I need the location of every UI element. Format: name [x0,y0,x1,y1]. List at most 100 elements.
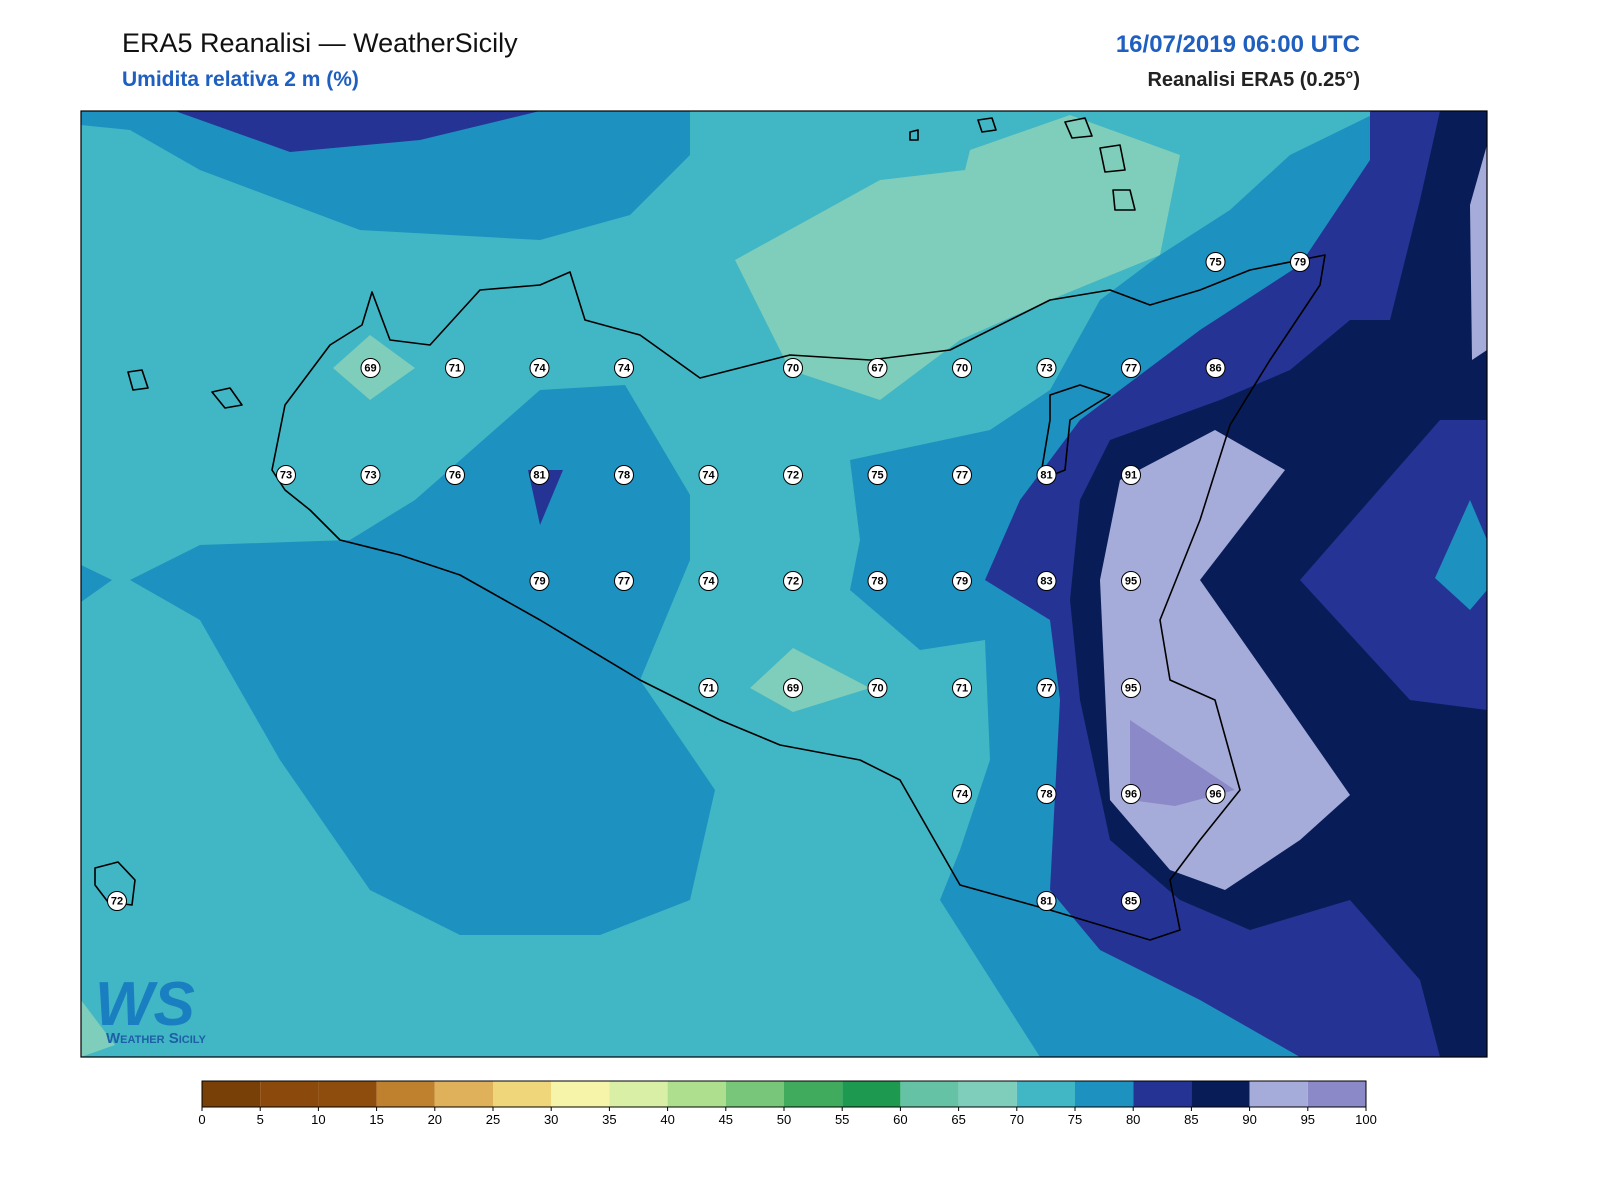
station-value: 70 [787,363,799,375]
colorbar-tick-label: 50 [777,1112,791,1127]
station-marker [867,571,888,591]
station-value: 74 [702,576,715,588]
station-marker [1121,678,1141,698]
station-value: 75 [1209,257,1221,269]
station-marker [867,358,888,378]
station-marker [360,358,381,378]
map-frame [80,110,1488,1058]
station-value: 73 [364,470,376,482]
colorbar-tick-label: 0 [198,1112,205,1127]
colorbar-bin [900,1081,959,1107]
station-value: 85 [1125,896,1137,908]
colorbar-tick-label: 35 [602,1112,616,1127]
colorbar-bin [376,1081,435,1107]
colorbar-bin [551,1081,610,1107]
colorbar-tick-label: 80 [1126,1112,1140,1127]
station-value: 75 [871,470,883,482]
colorbar-tick-label: 60 [893,1112,907,1127]
colorbar-bin [1075,1081,1134,1107]
station-marker [1036,358,1057,378]
station-value: 95 [1125,683,1137,695]
station-marker [1121,571,1141,591]
title: ERA5 Reanalisi — WeatherSicily [122,28,518,58]
colorbar-bin [725,1081,784,1107]
station-value: 71 [956,683,968,695]
station-value: 72 [787,576,799,588]
station-marker [1036,678,1057,698]
station-value: 86 [1209,363,1221,375]
station-marker [952,358,972,378]
colorbar-bin [1133,1081,1192,1107]
subtitle: Umidita relativa 2 m (%) [122,68,359,91]
colorbar-bin [202,1081,261,1107]
station-marker [1036,465,1057,485]
station-value: 67 [871,363,883,375]
colorbar-tick-label: 40 [660,1112,674,1127]
station-marker [783,358,803,378]
station-value: 77 [1040,683,1052,695]
station-value: 74 [618,363,631,375]
logo: WS Weather Sicily [95,970,207,1047]
station-marker [1036,571,1057,591]
colorbar-bin [260,1081,319,1107]
logo-text: Weather Sicily [106,1030,207,1047]
station-marker [1121,784,1141,804]
colorbar-tick-label: 65 [951,1112,965,1127]
station-value: 71 [449,363,461,375]
station-value: 77 [1125,363,1137,375]
colorbar-bin [493,1081,552,1107]
colorbar-tick-label: 30 [544,1112,558,1127]
logo-mark: WS [95,970,195,1039]
station-value: 72 [787,470,799,482]
station-marker [1036,784,1057,804]
station-value: 76 [449,470,461,482]
station-marker [867,465,888,485]
colorbar-tick-label: 20 [428,1112,442,1127]
station-marker [867,678,888,698]
station-marker [614,358,634,378]
station-marker [952,678,972,698]
station-marker [360,465,381,485]
station-value: 69 [364,363,376,375]
station-marker [783,465,803,485]
colorbar-bin [1016,1081,1075,1107]
colorbar-bin [958,1081,1017,1107]
station-value: 77 [618,576,630,588]
station-marker [1205,252,1226,272]
station-marker [445,358,465,378]
colorbar-tick-label: 100 [1355,1112,1377,1127]
station-marker [445,465,465,485]
colorbar-bin [434,1081,493,1107]
station-marker [698,465,719,485]
colorbar-bin [318,1081,377,1107]
station-value: 74 [702,470,715,482]
station-marker [1036,891,1057,911]
station-marker [1121,891,1141,911]
station-marker [529,465,550,485]
station-marker [952,784,972,804]
colorbar-tick-label: 70 [1010,1112,1024,1127]
station-value: 70 [956,363,968,375]
colorbar-bin [1249,1081,1308,1107]
stations: 75 79 69 71 74 74 70 67 70 73 77 86 73 73 76 81 78 74 72 75… [107,252,1310,911]
colorbar-bin [1191,1081,1250,1107]
station-marker [529,358,550,378]
colorbar-bin [1307,1081,1366,1107]
station-value: 81 [533,470,545,482]
station-value: 71 [702,683,714,695]
colorbar-bin [842,1081,901,1107]
station-marker [107,891,127,911]
station-marker [529,571,550,591]
station-marker [698,571,719,591]
colorbar-tick-label: 90 [1242,1112,1256,1127]
station-value: 73 [1040,363,1052,375]
station-marker [614,571,634,591]
station-value: 96 [1209,789,1221,801]
station-value: 83 [1040,576,1052,588]
station-marker [1205,358,1226,378]
source: Reanalisi ERA5 (0.25°) [1147,69,1360,91]
station-value: 74 [533,363,546,375]
station-value: 79 [1294,257,1306,269]
station-value: 96 [1125,789,1137,801]
